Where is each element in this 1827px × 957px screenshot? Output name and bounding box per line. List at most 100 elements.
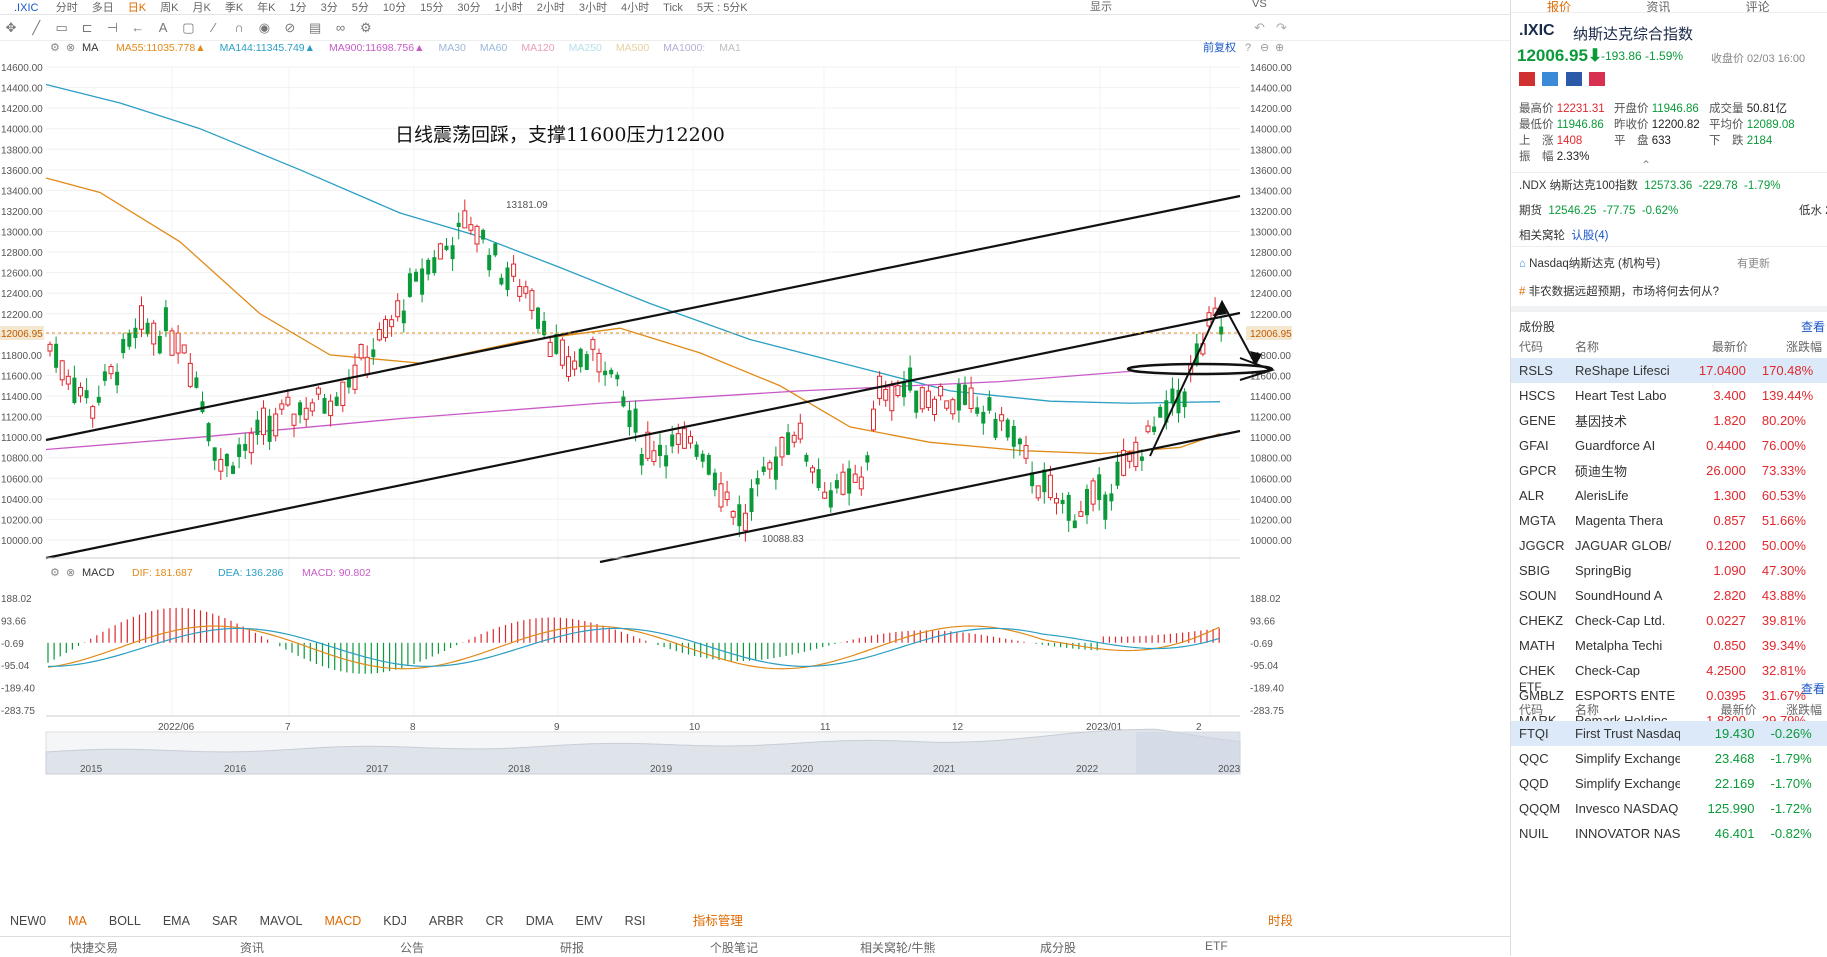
table-header-cell[interactable]: 名称	[1567, 697, 1680, 721]
flag-icon[interactable]	[1519, 72, 1535, 86]
timeframe-11[interactable]: 15分	[420, 2, 443, 14]
magnet-icon[interactable]: ∩	[228, 16, 250, 40]
indicator-tab-rsi[interactable]: RSI	[625, 914, 646, 928]
indicator-tab-ma[interactable]: MA	[68, 914, 87, 928]
settings-icon[interactable]: ⚙	[355, 16, 377, 40]
news-line[interactable]: # 非农数据远超预期，市场将何去何从?	[1519, 283, 1719, 299]
chart-area[interactable]: ⚙ ⊗ MA MA55:11035.778▲MA144:11345.749▲MA…	[0, 40, 1510, 850]
timeframe-14[interactable]: 2小时	[537, 2, 565, 14]
timeframe-1[interactable]: 多日	[92, 2, 114, 14]
timeframe-6[interactable]: 年K	[257, 2, 275, 14]
timeframe-0[interactable]: 分时	[56, 2, 78, 14]
table-header-cell[interactable]: 涨跌幅	[1763, 697, 1827, 721]
timeframe-12[interactable]: 30分	[457, 2, 480, 14]
undo-icon[interactable]: ↶	[1254, 16, 1265, 40]
constituents-view-button[interactable]: 查看	[1801, 318, 1825, 335]
indicator-tab-macd[interactable]: MACD	[324, 914, 361, 928]
eye-icon[interactable]: ◉	[253, 16, 275, 40]
etf-view-button[interactable]: 查看	[1801, 680, 1825, 697]
arrow-tool-icon[interactable]: ←	[127, 16, 149, 40]
delete-icon[interactable]: ⊘	[279, 16, 301, 40]
indicator-tab-new0[interactable]: NEW0	[10, 914, 46, 928]
timeframe-16[interactable]: 4小时	[621, 2, 649, 14]
indicator-tab-emv[interactable]: EMV	[576, 914, 603, 928]
chart-canvas[interactable]: ⚙ ⊗ MA MA55:11035.778▲MA144:11345.749▲MA…	[0, 40, 1510, 850]
link-icon[interactable]: ∞	[329, 16, 351, 40]
collapse-icon[interactable]: ⌃	[1641, 158, 1651, 172]
bottom-tab-2[interactable]: 公告	[400, 939, 424, 956]
rect-tool-icon[interactable]: ▭	[51, 16, 73, 40]
timeframe-13[interactable]: 1小时	[495, 2, 523, 14]
display-button[interactable]: 显示	[1090, 0, 1112, 14]
timeframe-8[interactable]: 3分	[321, 2, 338, 14]
tab-comments[interactable]: 评论	[1710, 1, 1806, 13]
note-tool-icon[interactable]: ▢	[177, 16, 199, 40]
indicator-tab-ema[interactable]: EMA	[163, 914, 190, 928]
related-link[interactable]: 认股(4)	[1571, 230, 1608, 242]
table-header-cell[interactable]: 名称	[1567, 334, 1675, 358]
tab-quote[interactable]: 报价	[1511, 1, 1607, 13]
bottom-tab-7[interactable]: ETF	[1205, 939, 1228, 953]
text-tool-icon[interactable]: A	[152, 16, 174, 40]
timeframe-2[interactable]: 日K	[128, 2, 146, 14]
timeframe-10[interactable]: 10分	[383, 2, 406, 14]
indicator-tab-mavol[interactable]: MAVOL	[260, 914, 303, 928]
channel-tool-icon[interactable]: ⊏	[76, 16, 98, 40]
trash-icon[interactable]: ▤	[304, 16, 326, 40]
favorite-icon[interactable]	[1589, 72, 1605, 86]
note-icon[interactable]	[1566, 72, 1582, 86]
futures-line[interactable]: 期货 12546.25 -77.75 -0.62% 低水 27	[1519, 202, 1678, 218]
time-button[interactable]: 时段	[1268, 910, 1293, 929]
bottom-tab-5[interactable]: 相关窝轮/牛熊	[860, 939, 935, 956]
indicator-tab-arbr[interactable]: ARBR	[429, 914, 464, 928]
indicator-tab-kdj[interactable]: KDJ	[383, 914, 407, 928]
crosshair-icon[interactable]: ✥	[0, 16, 22, 40]
share-icon[interactable]	[1542, 72, 1558, 86]
table-header-cell[interactable]: 代码	[1511, 334, 1567, 358]
table-header-cell[interactable]: 最新价	[1675, 334, 1754, 358]
indicator-tab-sar[interactable]: SAR	[212, 914, 238, 928]
bottom-tab-4[interactable]: 个股笔记	[710, 939, 758, 956]
indicator-tab-dma[interactable]: DMA	[526, 914, 554, 928]
bottom-tab-3[interactable]: 研报	[560, 939, 584, 956]
tab-news[interactable]: 资讯	[1610, 1, 1706, 13]
indicator-tab-cr[interactable]: CR	[486, 914, 504, 928]
table-header-cell[interactable]: 最新价	[1680, 697, 1763, 721]
indicator-manage-button[interactable]: 指标管理	[693, 914, 743, 928]
org-line[interactable]: ⌂ Nasdaq纳斯达克 (机构号)	[1519, 255, 1660, 271]
indicator-tab-boll[interactable]: BOLL	[109, 914, 141, 928]
brush-tool-icon[interactable]: ⁄	[203, 16, 225, 40]
table-header-cell[interactable]: 代码	[1511, 697, 1567, 721]
line-tool-icon[interactable]: ╱	[25, 16, 47, 40]
redo-icon[interactable]: ↷	[1276, 16, 1287, 40]
symbol-label[interactable]: .IXIC	[14, 2, 38, 14]
timeframe-18[interactable]: 5天 : 5分K	[697, 2, 748, 14]
timeframe-17[interactable]: Tick	[663, 2, 683, 14]
ndx-line[interactable]: .NDX 纳斯达克100指数 12573.36 -229.78 -1.79%	[1519, 177, 1780, 193]
table-header-cell[interactable]: 涨跌幅	[1754, 334, 1827, 358]
timeframe-3[interactable]: 周K	[160, 2, 178, 14]
timeframe-4[interactable]: 月K	[192, 2, 210, 14]
bottom-tab-1[interactable]: 资讯	[240, 939, 264, 956]
timeframe-5[interactable]: 季K	[225, 2, 243, 14]
timeframe-15[interactable]: 3小时	[579, 2, 607, 14]
bottom-tab-0[interactable]: 快捷交易	[70, 939, 118, 956]
timeframe-7[interactable]: 1分	[290, 2, 307, 14]
timeframe-9[interactable]: 5分	[352, 2, 369, 14]
